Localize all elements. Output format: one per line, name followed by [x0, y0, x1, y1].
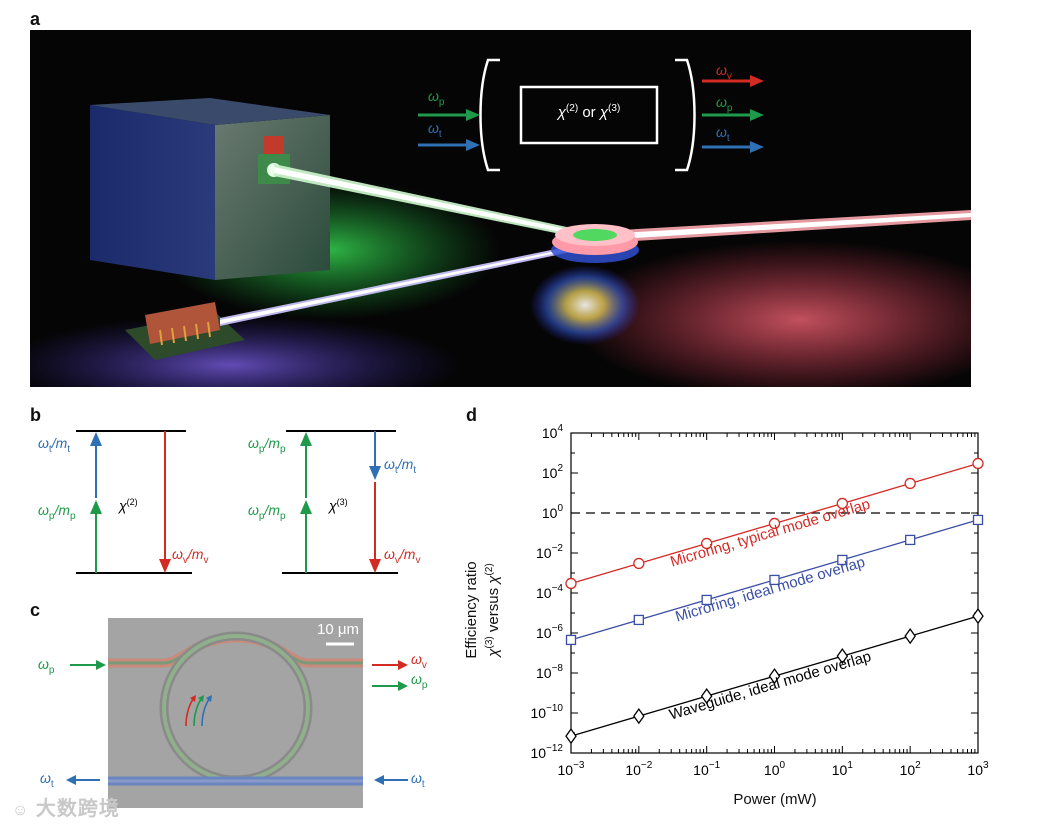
y-tick-label: 10−4 [536, 583, 563, 601]
watermark-logo: ☺ 大数跨境 [12, 798, 120, 820]
panel-a-crystal-label: χ(2) or χ(3) [557, 103, 621, 121]
data-point-square [565, 634, 577, 646]
data-point-diamond [972, 607, 984, 625]
panel-a-illustration [30, 30, 971, 387]
x-tick-label: 100 [764, 760, 786, 778]
panel-a-target-out-label: ωt [716, 124, 730, 144]
panel-c-target-in-label: ωt [411, 770, 425, 790]
data-point-circle [701, 537, 713, 550]
data-point-circle [768, 517, 781, 530]
y-tick-label: 10−2 [536, 543, 563, 561]
data-point-circle [904, 477, 916, 490]
panel-c-pump-in-label: ωp [38, 656, 55, 676]
x-tick-label: 10−3 [558, 760, 585, 778]
y-tick-label: 104 [542, 423, 564, 441]
x-axis-label: Power (mW) [733, 791, 817, 808]
data-point-circle [836, 497, 848, 510]
panel-letter-b: b [30, 405, 41, 425]
panel-a-pump-in-label: ωp [428, 88, 445, 108]
panel-c-beam-arrows [66, 660, 408, 785]
panel-c-micrograph [108, 618, 363, 808]
data-point-square [701, 594, 712, 606]
x-tick-label: 102 [900, 760, 922, 778]
data-point-circle [633, 557, 645, 570]
panel-b-left-idler-label: ωv/mv [172, 546, 209, 566]
y-tick-label: 10−10 [530, 703, 563, 721]
panel-b-left-pump-label: ωp/mp [38, 502, 76, 522]
data-point-diamond [633, 707, 645, 725]
panel-b-right-pump-top-label: ωp/mp [248, 435, 286, 455]
x-tick-label: 10−1 [693, 760, 720, 778]
panel-b-right-pump-mid-label: ωp/mp [248, 502, 286, 522]
series-label-2: Microring, ideal mode overlap [673, 554, 867, 626]
y-tick-label: 100 [542, 503, 564, 521]
data-point-circle [972, 457, 984, 470]
data-point-diamond [768, 667, 781, 685]
panel-letter-c: c [30, 600, 41, 620]
y-tick-label: 102 [542, 463, 564, 481]
panel-c-pump-out-label: ωp [411, 671, 428, 691]
data-point-square [769, 574, 780, 586]
panel-letter-a: a [30, 9, 41, 29]
y-axis-label-line2: χ(3) versus χ(2) [484, 563, 502, 657]
x-tick-label: 103 [967, 760, 989, 778]
panel-b-left-target-label: ωt/mt [38, 435, 71, 455]
data-point-diamond [700, 687, 713, 705]
panel-b-right-idler-label: ωv/mv [384, 546, 421, 566]
data-point-square [837, 554, 848, 566]
watermark-icon: ☺ [12, 802, 30, 819]
panel-c-target-out-label: ωt [40, 770, 54, 790]
panel-c-idler-out-label: ωv [411, 651, 427, 671]
y-tick-label: 10−12 [530, 743, 563, 761]
data-point-square [633, 614, 644, 626]
panel-b-left-chi: χ(2) [119, 497, 138, 514]
y-tick-label: 10−6 [536, 623, 563, 641]
data-point-diamond [836, 647, 849, 665]
x-tick-label: 101 [832, 760, 854, 778]
panel-b-energy-diagrams [76, 430, 398, 574]
y-axis-label: Efficiency ratio χ(3) versus χ(2) [463, 520, 503, 700]
efficiency-ratio-chart: 10−3 10−2 10−1 100 101 102 103 104 102 100 10−2 10−… [530, 423, 989, 778]
panel-letter-d: d [466, 405, 477, 425]
y-axis-label-line1: Efficiency ratio [463, 561, 480, 659]
panel-a-pump-out-label: ωp [716, 94, 733, 114]
panel-b-right-chi: χ(3) [329, 497, 348, 514]
panel-a-target-in-label: ωt [428, 120, 442, 140]
y-tick-label: 10−8 [536, 663, 563, 681]
data-point-square [972, 514, 984, 526]
data-point-square [905, 534, 916, 546]
data-point-circle [565, 577, 577, 590]
data-point-diamond [904, 627, 916, 645]
x-tick-label: 10−2 [625, 760, 652, 778]
panel-c-scale-bar-label: 10 μm [317, 621, 359, 638]
data-point-diamond [565, 727, 577, 745]
panel-a-idler-out-label: ωv [716, 62, 732, 82]
series-label-3: Waveguide, ideal mode overlap [667, 648, 873, 724]
panel-b-right-target-label: ωt/mt [384, 456, 417, 476]
